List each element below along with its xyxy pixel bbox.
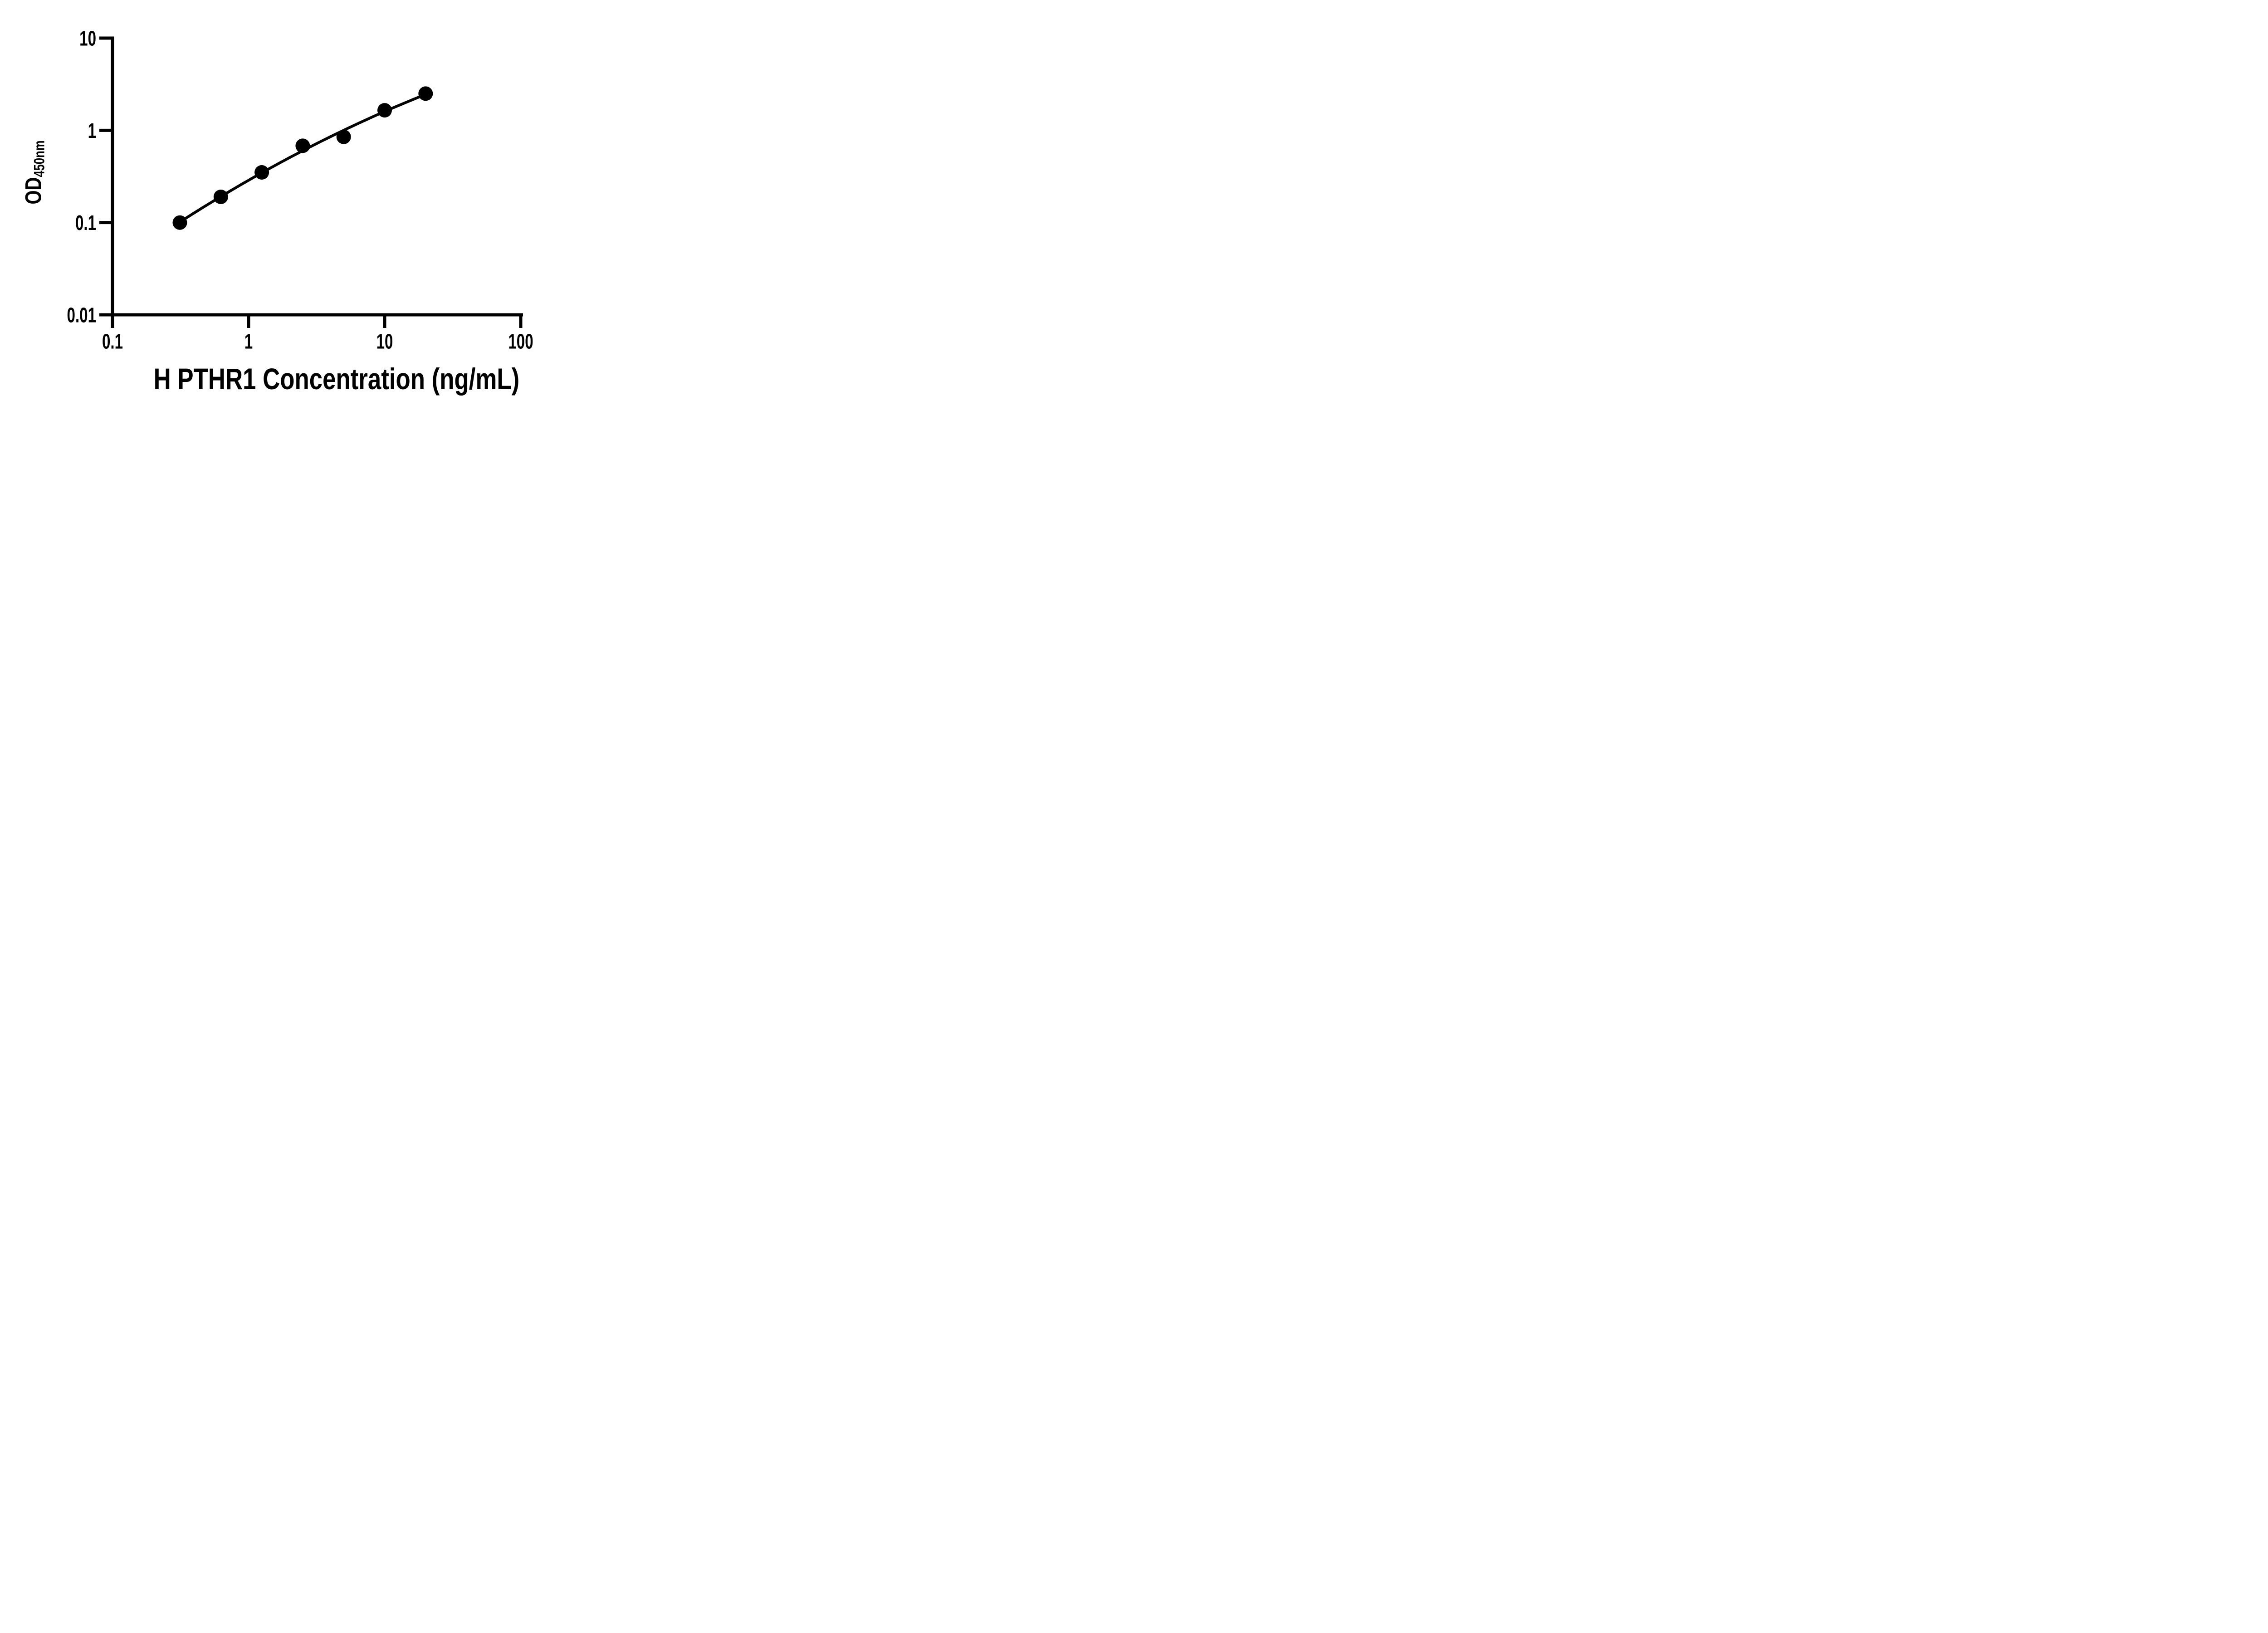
y-axis-title-subscript: 450nm xyxy=(31,140,48,177)
x-tick-label: 0.1 xyxy=(102,330,123,353)
data-point xyxy=(295,138,310,153)
x-tick-label: 1 xyxy=(244,330,253,353)
y-tick-label: 0.01 xyxy=(67,304,96,327)
figure-elisa-standard-curve: 10 1 0.1 0.01 0.1 1 10 100 H PTHR1 Concentratio… xyxy=(0,0,583,408)
y-tick-label: 0.1 xyxy=(75,212,96,235)
x-tick-label: 10 xyxy=(376,330,393,353)
y-axis-title-main: OD xyxy=(20,177,46,205)
x-tick-label: 100 xyxy=(508,330,533,353)
y-tick-label: 10 xyxy=(79,27,96,50)
data-point xyxy=(213,190,228,204)
y-axis-title: OD450nm xyxy=(20,140,48,204)
x-axis-title: H PTHR1 Concentration (ng/mL) xyxy=(153,362,520,396)
data-point xyxy=(418,86,433,101)
plot-canvas: 10 1 0.1 0.01 0.1 1 10 100 xyxy=(67,27,533,353)
data-point xyxy=(336,129,351,144)
y-tick-label: 1 xyxy=(88,120,96,142)
data-point xyxy=(172,215,187,230)
data-point xyxy=(254,165,269,180)
data-point xyxy=(377,103,392,118)
